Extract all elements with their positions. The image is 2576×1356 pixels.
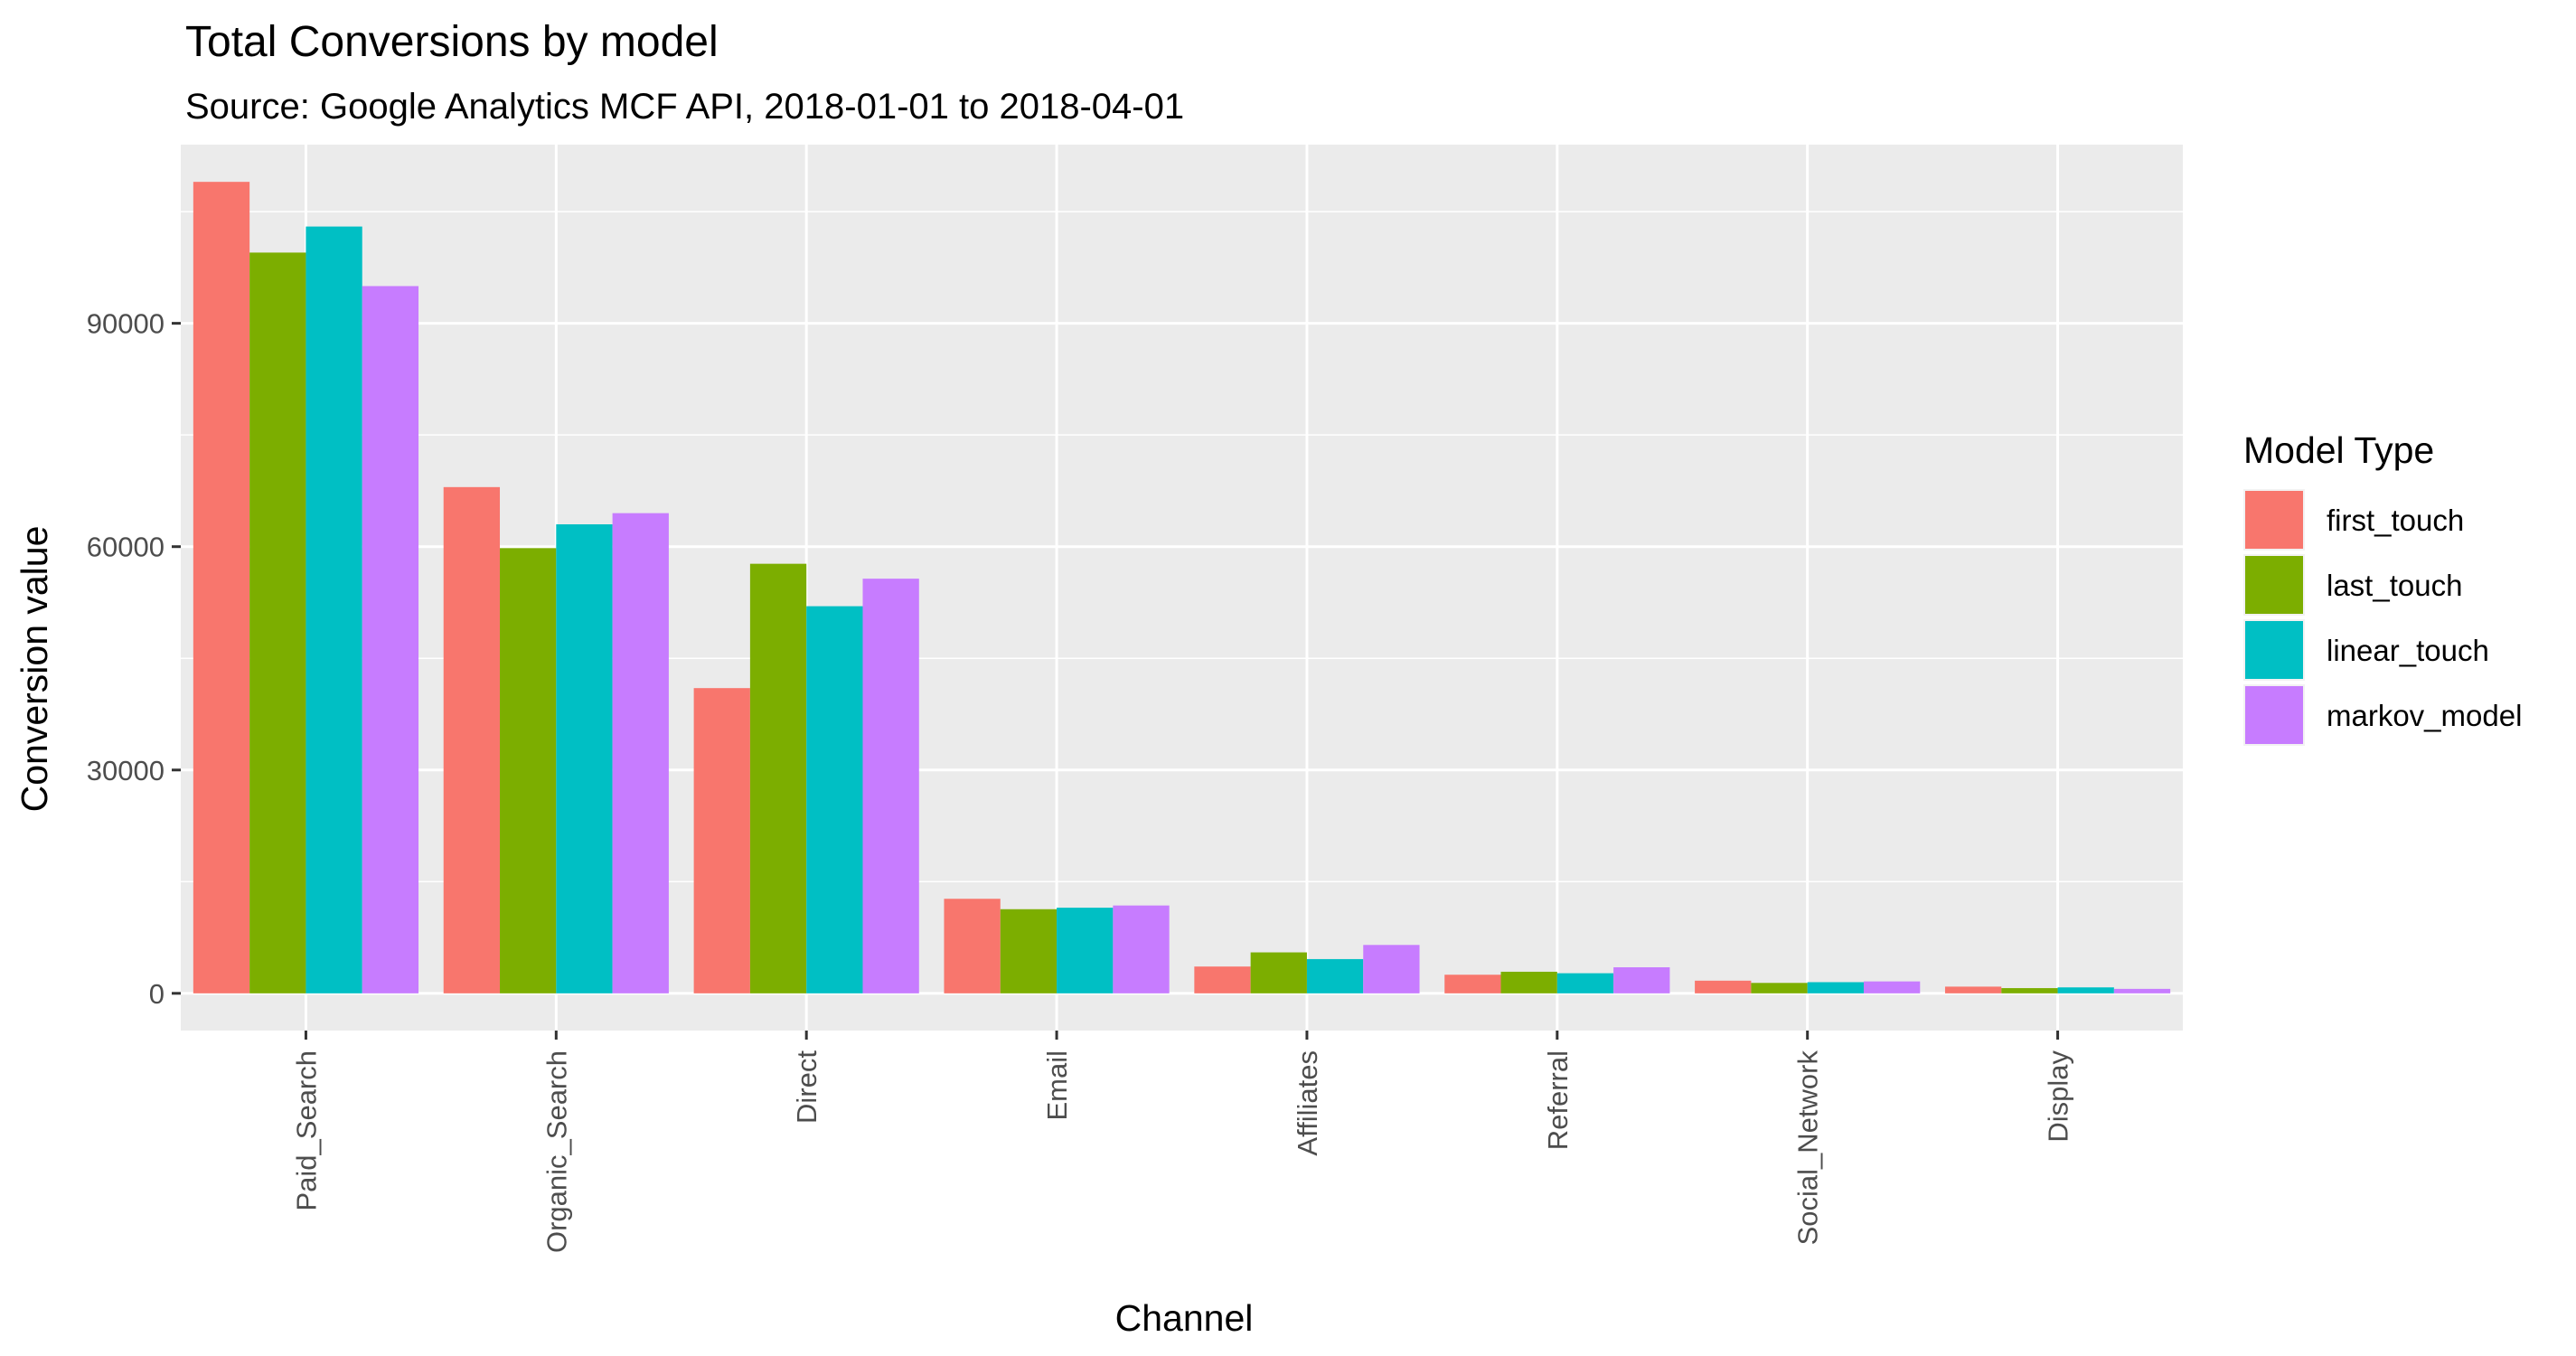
x-tick-label: Email xyxy=(1041,1050,1073,1121)
bar-first_touch-Display xyxy=(1944,986,2002,993)
bar-linear_touch-Paid_Search xyxy=(306,226,362,993)
legend-swatch-last_touch xyxy=(2245,556,2303,614)
x-tick-label: Affiliates xyxy=(1292,1050,1323,1156)
legend-swatch-first_touch xyxy=(2245,491,2303,549)
bar-markov_model-Affiliates xyxy=(1363,945,1420,993)
x-axis-title: Channel xyxy=(1115,1297,1254,1339)
y-tick-label: 30000 xyxy=(87,755,165,786)
bar-linear_touch-Organic_Search xyxy=(556,524,613,993)
bar-first_touch-Organic_Search xyxy=(443,486,501,993)
bar-markov_model-Organic_Search xyxy=(612,513,669,993)
x-axis: Paid_Search Organic_Search Direct Email Affi… xyxy=(290,1031,2074,1253)
bar-last_touch-Organic_Search xyxy=(500,548,557,993)
legend-label: last_touch xyxy=(2327,569,2462,602)
bar-linear_touch-Affiliates xyxy=(1306,958,1364,993)
x-tick-label: Referral xyxy=(1542,1050,1574,1150)
chart-subtitle: Source: Google Analytics MCF API, 2018-0… xyxy=(185,87,1184,127)
bar-last_touch-Email xyxy=(1000,909,1058,993)
chart-title: Total Conversions by model xyxy=(185,18,719,66)
bar-linear_touch-Display xyxy=(2057,987,2114,993)
bar-linear_touch-Social_Network xyxy=(1807,982,1864,993)
y-tick-label: 60000 xyxy=(87,532,165,563)
bar-first_touch-Direct xyxy=(693,688,750,993)
x-tick-label: Direct xyxy=(791,1050,823,1124)
bar-markov_model-Email xyxy=(1113,905,1170,993)
bar-linear_touch-Direct xyxy=(806,606,863,993)
legend-title: Model Type xyxy=(2243,429,2434,471)
legend-items: first_touch last_touch linear_touch markov_… xyxy=(2243,489,2522,746)
bar-first_touch-Email xyxy=(944,899,1001,993)
x-tick-label: Display xyxy=(2043,1050,2074,1143)
bar-first_touch-Paid_Search xyxy=(193,182,250,993)
bar-first_touch-Affiliates xyxy=(1194,966,1251,993)
bar-last_touch-Direct xyxy=(749,563,807,993)
x-tick-label: Paid_Search xyxy=(290,1050,322,1211)
y-tick-label: 90000 xyxy=(87,308,165,340)
legend-swatch-markov_model xyxy=(2245,686,2303,744)
legend-label: markov_model xyxy=(2327,699,2522,732)
bar-markov_model-Paid_Search xyxy=(362,286,419,993)
x-tick-label: Organic_Search xyxy=(541,1050,572,1253)
y-axis: 0 30000 60000 90000 xyxy=(87,308,181,1010)
bar-markov_model-Direct xyxy=(862,579,919,993)
bars xyxy=(193,182,2171,993)
bar-linear_touch-Referral xyxy=(1556,973,1614,993)
y-tick-label: 0 xyxy=(149,978,165,1010)
bar-last_touch-Display xyxy=(2001,988,2058,993)
legend: Model Type first_touch last_touch linear_t… xyxy=(2243,429,2522,746)
bar-last_touch-Affiliates xyxy=(1250,952,1307,993)
x-tick-label: Social_Network xyxy=(1792,1050,1824,1246)
bar-last_touch-Social_Network xyxy=(1751,983,1808,993)
bar-last_touch-Referral xyxy=(1500,971,1557,993)
bar-first_touch-Social_Network xyxy=(1695,980,1752,993)
y-axis-title: Conversion value xyxy=(14,526,55,813)
bar-markov_model-Display xyxy=(2113,988,2171,993)
legend-label: first_touch xyxy=(2327,504,2464,537)
bar-last_touch-Paid_Search xyxy=(249,252,306,993)
bar-first_touch-Referral xyxy=(1444,975,1501,993)
legend-label: linear_touch xyxy=(2327,634,2489,667)
bar-linear_touch-Email xyxy=(1057,908,1114,993)
bar-markov_model-Referral xyxy=(1613,967,1670,993)
bar-markov_model-Social_Network xyxy=(1863,981,1921,993)
legend-swatch-linear_touch xyxy=(2245,621,2303,679)
